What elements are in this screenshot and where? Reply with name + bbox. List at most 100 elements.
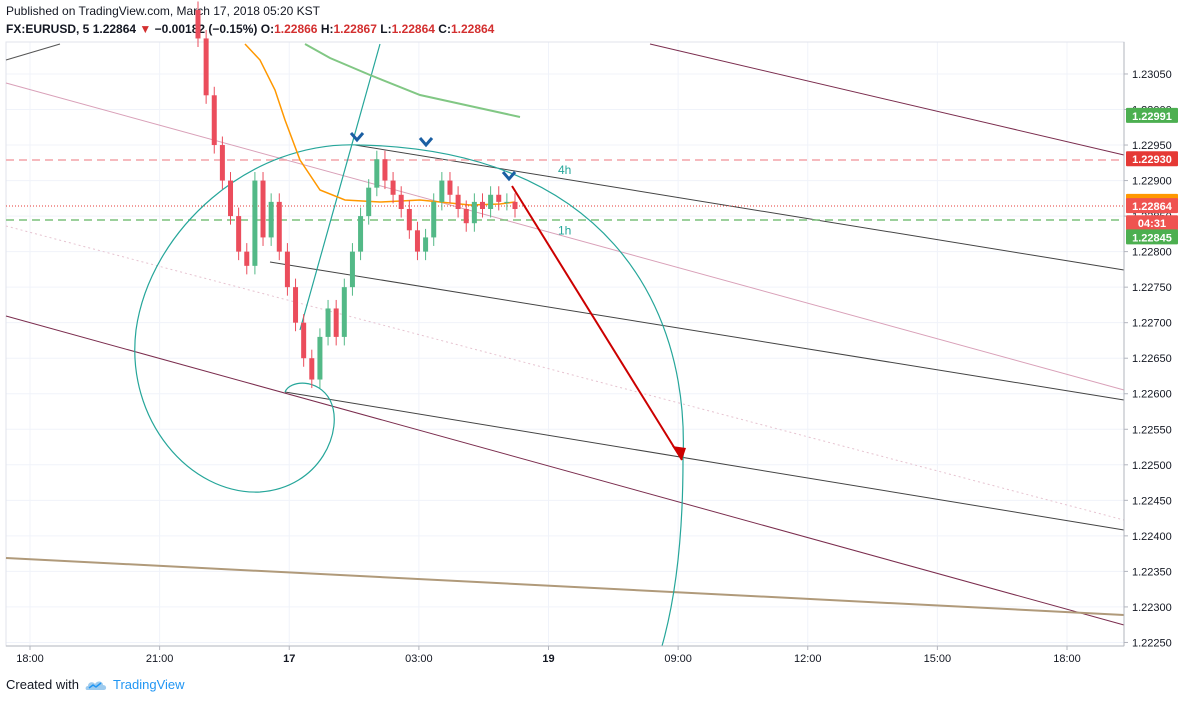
price-axis: 1.230501.230001.229501.229001.228501.228…	[1123, 42, 1172, 649]
price-label-text: 1.22845	[1132, 232, 1172, 244]
price-label-text: 1.22991	[1132, 111, 1172, 123]
candle-body	[414, 230, 420, 252]
candle-body	[479, 201, 485, 209]
price-tick-label: 1.22650	[1132, 353, 1172, 365]
time-tick-label: 12:00	[794, 653, 822, 665]
price-tick-label: 1.23050	[1132, 69, 1172, 81]
chart-grid	[6, 42, 1124, 646]
price-tick-label: 1.22250	[1132, 637, 1172, 649]
time-tick-label: 03:00	[405, 653, 433, 665]
tradingview-logo-icon	[85, 680, 107, 690]
candle-body	[358, 216, 364, 252]
high-value: 1.22867	[333, 22, 377, 36]
time-tick-label: 09:00	[664, 653, 692, 665]
fib-spiral	[134, 144, 684, 493]
timeframe-annotation: 4h	[558, 163, 571, 177]
ema-slow-line	[304, 43, 521, 118]
projection-arrowhead	[672, 446, 686, 460]
candle-body	[504, 201, 510, 203]
candle-body	[244, 251, 250, 266]
price-label-text: 1.22930	[1132, 154, 1172, 166]
peak-marker-2-icon	[418, 137, 434, 148]
candle-body	[317, 336, 323, 380]
candle-body	[382, 159, 388, 181]
timeframe-annotation: 1h	[558, 223, 571, 237]
candle-body	[284, 251, 290, 288]
resistance-line	[354, 144, 1125, 271]
fib-spiral-tail	[661, 459, 684, 647]
candle-body	[439, 180, 445, 202]
price-label-bg	[1126, 151, 1178, 167]
price-label-bg	[1126, 215, 1178, 231]
symbol-label: FX:EURUSD, 5	[6, 22, 90, 36]
time-axis: 18:00 21:00 17 03:00 19 09:00 12:00 15:00 18:00	[6, 645, 1124, 665]
candle-body	[325, 308, 331, 337]
time-tick-label: 17	[283, 653, 295, 665]
candle-body	[349, 251, 355, 288]
candle-body	[390, 180, 396, 195]
candle-body	[228, 180, 234, 217]
trend-line-upper-left	[5, 43, 61, 61]
low-value: 1.22864	[391, 22, 435, 36]
close-label: C:	[438, 22, 451, 36]
last-price: 1.22864	[92, 22, 137, 36]
mid-line	[269, 261, 1125, 401]
channel-line-bottom	[5, 315, 1125, 626]
price-tick-label: 1.22500	[1132, 460, 1172, 472]
created-with-label: Created with	[6, 677, 79, 692]
candle-body	[268, 201, 274, 238]
time-tick-label: 18:00	[1053, 653, 1081, 665]
open-value: 1.22866	[274, 22, 318, 36]
price-label-bg	[1126, 229, 1178, 245]
peak-marker-1-icon	[349, 132, 365, 143]
candle-body	[463, 208, 469, 224]
change-value: −0.00182 (−0.15%)	[154, 22, 258, 36]
open-label: O:	[260, 22, 275, 36]
channel-line-mid	[5, 82, 1125, 391]
price-label-text: 1.22864	[1132, 201, 1173, 213]
candle-body	[398, 194, 404, 209]
high-label: H:	[320, 22, 334, 36]
candle-body	[211, 95, 217, 146]
candle-body	[341, 287, 347, 337]
base-line	[5, 557, 1125, 616]
price-tick-label: 1.22300	[1132, 602, 1172, 614]
time-tick-label: 21:00	[146, 653, 174, 665]
candle-body	[293, 287, 299, 323]
annotations: 4h 1h	[558, 163, 571, 237]
tradingview-brand[interactable]: TradingView	[112, 677, 185, 692]
price-tick-label: 1.22600	[1132, 389, 1172, 401]
price-label-text: 04:31	[1138, 218, 1166, 230]
candle-body	[252, 180, 258, 266]
channel-line-top	[649, 43, 1125, 156]
candle-body	[203, 38, 209, 96]
candlestick-series	[195, 1, 518, 389]
down-arrow-icon: ▼	[139, 22, 152, 36]
time-tick-label: 15:00	[924, 653, 952, 665]
time-tick-label: 19	[542, 653, 554, 665]
candle-body	[301, 322, 307, 359]
price-tick-label: 1.22450	[1132, 495, 1172, 507]
support-line	[284, 391, 1125, 531]
price-tick-label: 1.22950	[1132, 140, 1172, 152]
candle-body	[309, 358, 315, 380]
candle-body	[374, 159, 380, 188]
peak-marker-3-icon	[501, 171, 517, 182]
candle-body	[333, 308, 339, 337]
price-tick-label: 1.22700	[1132, 318, 1172, 330]
candle-body	[471, 201, 477, 224]
candle-body	[260, 180, 266, 238]
price-tick-label: 1.22800	[1132, 247, 1172, 259]
projection-arrow	[511, 185, 683, 461]
candle-body	[488, 194, 494, 209]
candle-body	[406, 208, 412, 231]
time-tick-label: 18:00	[16, 653, 44, 665]
ohlc-legend: FX:EURUSD, 5 1.22864 ▼ −0.00182 (−0.15%)…	[6, 22, 494, 36]
candle-body	[236, 216, 242, 252]
candle-body	[512, 201, 518, 209]
footer: Created with TradingView	[6, 677, 185, 692]
price-tick-label: 1.22350	[1132, 566, 1172, 578]
candle-body	[455, 194, 461, 209]
